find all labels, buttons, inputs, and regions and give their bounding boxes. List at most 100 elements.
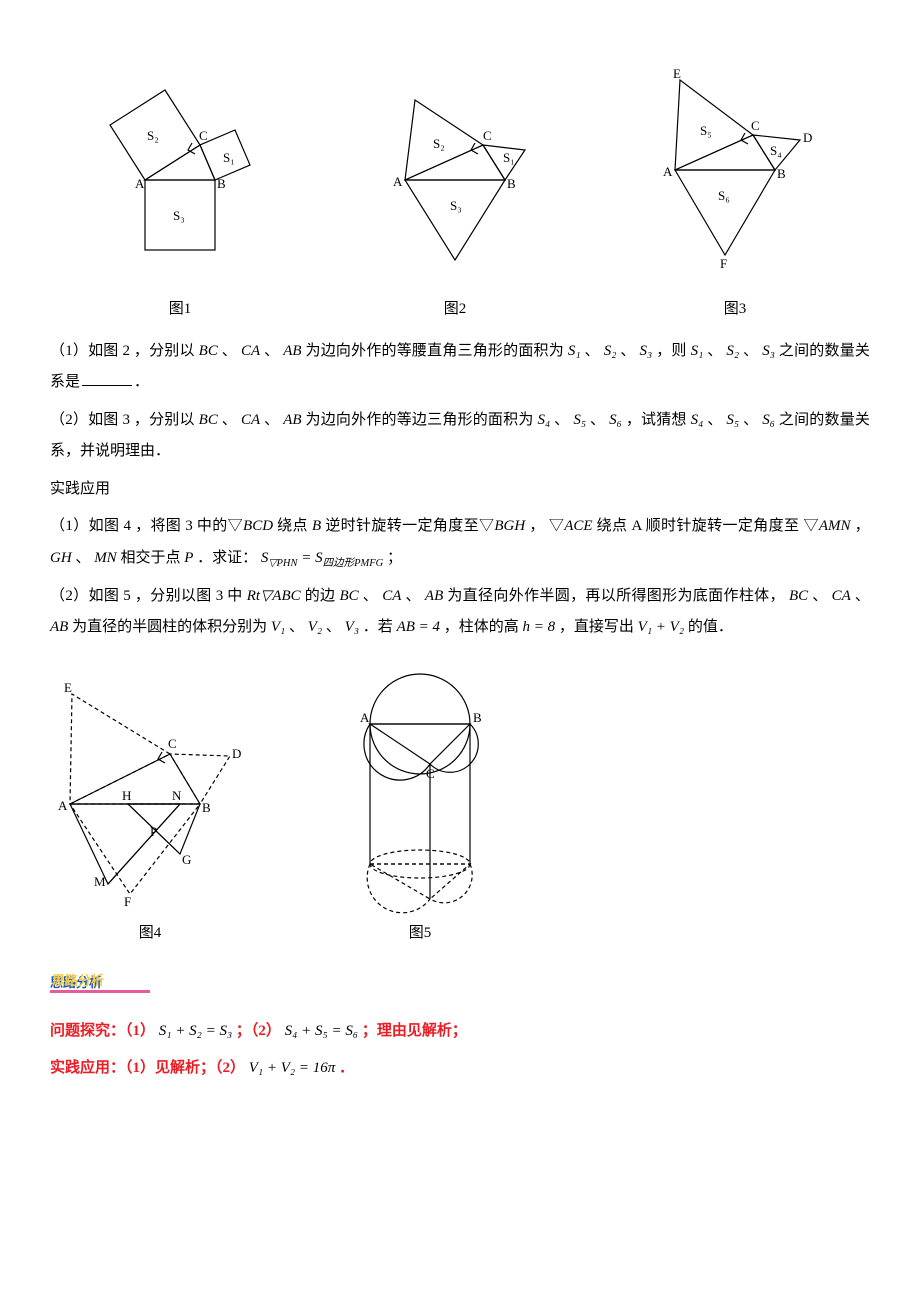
figure-5-svg: A B C <box>330 664 510 914</box>
p2-f: ，柱体的高 <box>444 619 523 635</box>
fig4-a: A <box>58 798 68 813</box>
figure-4-svg: A B C D E F G H M N P <box>50 674 250 914</box>
math-bc: BC <box>199 343 218 359</box>
p2-e: ．若 <box>363 619 397 635</box>
math-ab3: AB <box>425 588 443 604</box>
fig3-b: B <box>777 166 786 181</box>
p1-f: ， <box>855 518 870 534</box>
fig4-d: D <box>232 746 241 761</box>
figure-3: S₄ S₅ S₆ A B C D E F 图3 <box>645 60 825 326</box>
figure-4: A B C D E F G H M N P 图4 <box>50 674 250 950</box>
fig3-c: C <box>751 118 760 133</box>
fig4-p: P <box>150 824 157 839</box>
figure-row-1: S₁ S₂ S₃ A B C 图1 S₁ S₂ S₃ <box>50 60 870 326</box>
math-s4b: S₄ <box>691 412 704 428</box>
fig4-c: C <box>168 736 177 751</box>
p2-a: （2）如图 5 ，分别以图 3 中 <box>50 588 247 604</box>
p1-a: （1）如图 4 ，将图 3 中的 <box>50 518 228 534</box>
q2-a: （2）如图 3 ，分别以 <box>50 412 199 428</box>
math-ab: AB <box>283 343 301 359</box>
figure-2-svg: S₁ S₂ S₃ A B C <box>355 80 555 290</box>
math-rtabc: Rt▽ABC <box>247 588 301 604</box>
math-ace: ACE <box>564 518 592 534</box>
p2-g: ，直接写出 <box>559 619 638 635</box>
q1-c: ，则 <box>656 343 690 359</box>
figure-1: S₁ S₂ S₃ A B C 图1 <box>95 70 265 326</box>
figure-2: S₁ S₂ S₃ A B C 图2 <box>355 80 555 326</box>
p1-d: ， <box>529 518 549 534</box>
figure-row-2: A B C D E F G H M N P 图4 <box>50 664 870 950</box>
math-bc4: BC <box>789 588 808 604</box>
math-h8: h = 8 <box>523 619 556 635</box>
math-s6: S₆ <box>609 412 622 428</box>
figure-5-caption: 图5 <box>409 918 432 950</box>
heading-text: 思路分析 <box>52 973 104 988</box>
math-b: B <box>312 518 321 534</box>
fig2-s2: S₂ <box>433 136 445 151</box>
figure-2-caption: 图2 <box>444 294 467 326</box>
math-p: P <box>184 550 193 566</box>
p1-g: 相交于点 <box>120 550 184 566</box>
fig3-s4: S₄ <box>770 143 782 158</box>
figure-5: A B C 图5 <box>330 664 510 950</box>
fig4-h: H <box>122 788 131 803</box>
heading-svg: 思路分析 思路分析 <box>50 961 180 997</box>
fig1-b: B <box>217 176 226 191</box>
math-s4: S₄ <box>537 412 550 428</box>
fig4-n: N <box>172 788 182 803</box>
fig2-b: B <box>507 176 516 191</box>
math-v1v2: V₁ + V₂ <box>638 619 684 635</box>
fig1-a: A <box>135 176 145 191</box>
practice-2: （2）如图 5 ，分别以图 3 中 Rt▽ABC 的边 BC 、 CA 、 AB… <box>50 581 870 644</box>
q1-a: （1）如图 2 ，分别以 <box>50 343 199 359</box>
fig3-s5: S₅ <box>700 123 712 138</box>
question-1: （1）如图 2 ，分别以 BC 、 CA 、 AB 为边向外作的等腰直角三角形的… <box>50 336 870 399</box>
math-s5b: S₅ <box>726 412 739 428</box>
figure-1-caption: 图1 <box>169 294 192 326</box>
ans2-label: 实践应用：（1）见解析；（2） <box>50 1060 249 1076</box>
fig4-b: B <box>202 800 211 815</box>
fig4-e: E <box>64 680 72 695</box>
fig3-d: D <box>803 130 812 145</box>
math-s3: S₃ <box>640 343 653 359</box>
math-ca3: CA <box>382 588 401 604</box>
practice-1: （1）如图 4 ，将图 3 中的▽BCD 绕点 B 逆时针旋转一定角度至▽BGH… <box>50 511 870 575</box>
math-ab4: AB <box>50 619 68 635</box>
figure-4-caption: 图4 <box>139 918 162 950</box>
question-2: （2）如图 3 ，分别以 BC 、 CA 、 AB 为边向外作的等边三角形的面积… <box>50 405 870 468</box>
fig4-m: M <box>94 874 106 889</box>
q2-c: ，试猜想 <box>626 412 691 428</box>
fig4-f: F <box>124 894 131 909</box>
ans1-label: 问题探究：（1） <box>50 1023 155 1039</box>
math-v3: V₃ <box>345 619 359 635</box>
ans1-eq1: S₁ + S₂ = S₃ <box>159 1023 232 1039</box>
p2-d: 为直径的半圆柱的体积分别为 <box>72 619 271 635</box>
math-gh: GH <box>50 550 72 566</box>
p2-c: 为直径向外作半圆，再以所得图形为底面作柱体， <box>447 588 785 604</box>
fig4-g: G <box>182 852 191 867</box>
ans1-tail: ；理由见解析； <box>362 1023 467 1039</box>
q2-b: 为边向外作的等边三角形的面积为 <box>306 412 538 428</box>
math-s1b: S₁ <box>691 343 704 359</box>
fig3-e: E <box>673 66 681 81</box>
blank-1 <box>82 370 132 386</box>
math-s5: S₅ <box>573 412 586 428</box>
math-v2: V₂ <box>308 619 322 635</box>
math-ca: CA <box>241 343 260 359</box>
math-mn: MN <box>94 550 117 566</box>
p2-h: 的值． <box>688 619 733 635</box>
ans2-tail: ． <box>339 1060 354 1076</box>
math-s2: S₂ <box>604 343 617 359</box>
fig1-s3: S₃ <box>173 208 185 223</box>
math-v1: V₁ <box>271 619 285 635</box>
heading-underline <box>50 990 150 993</box>
p1-i: ； <box>387 550 402 566</box>
answer-1: 问题探究：（1） S₁ + S₂ = S₃ ；（2） S₄ + S₅ = S₆ … <box>50 1016 870 1048</box>
fig5-a: A <box>360 710 370 725</box>
math-ab2: AB <box>283 412 301 428</box>
fig2-c: C <box>483 128 492 143</box>
fig1-s2: S₂ <box>147 128 159 143</box>
math-bc3: BC <box>340 588 359 604</box>
analysis-heading: 思路分析 思路分析 <box>50 961 870 1010</box>
math-s2b: S₂ <box>726 343 739 359</box>
